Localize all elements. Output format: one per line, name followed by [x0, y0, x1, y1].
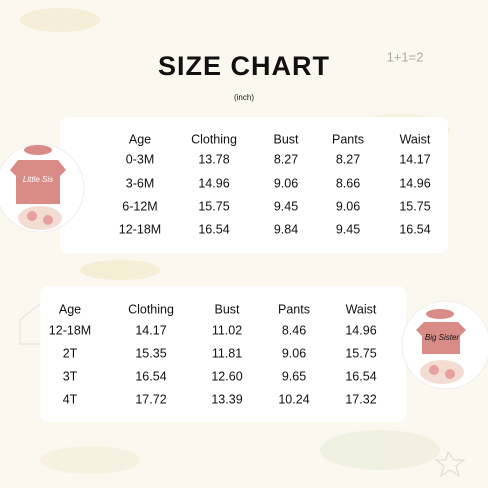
table-cell: 10.24 [278, 392, 309, 406]
table-cell: 9.06 [282, 346, 306, 360]
table-cell: 9.65 [282, 369, 306, 383]
table-cell: 13.78 [198, 152, 229, 166]
table-cell: 0-3M [126, 152, 154, 166]
table-cell: 11.81 [212, 346, 242, 360]
table-cell: 15.75 [198, 199, 229, 213]
table-cell: 6-12M [122, 199, 157, 213]
table-cell: 8.46 [282, 323, 306, 337]
table-cell: 9.45 [274, 199, 298, 213]
column-header: Waist [346, 302, 377, 316]
table-cell: 14.96 [399, 176, 430, 190]
table-cell: 3-6M [126, 176, 154, 190]
column-header: Clothing [128, 302, 174, 316]
table-cell: 14.17 [135, 323, 166, 337]
table-cell: 16.54 [399, 222, 430, 236]
table-cell: 17.32 [345, 392, 376, 406]
table-cell: 15.75 [345, 346, 376, 360]
table-cell: 12.60 [211, 369, 242, 383]
table-cell: 16.54 [135, 369, 166, 383]
table-cell: 16.54 [345, 369, 376, 383]
table-panel [60, 117, 448, 253]
table-cell: 17.72 [135, 392, 166, 406]
table-cell: 11.02 [212, 323, 242, 337]
table-cell: 8.27 [274, 152, 298, 166]
column-header: Bust [214, 302, 240, 316]
table-cell: 14.96 [345, 323, 376, 337]
column-header: Age [59, 302, 81, 316]
column-header: Waist [400, 132, 431, 146]
column-header: Bust [273, 132, 299, 146]
table-cell: 3T [63, 369, 78, 383]
product-image: Big Sister [401, 300, 488, 390]
column-header: Pants [332, 132, 364, 146]
table-cell: 2T [63, 346, 78, 360]
subtitle: (inch) [234, 93, 254, 102]
table-cell: 12-18M [49, 323, 91, 337]
table-cell: 16.54 [198, 222, 229, 236]
product-image: Little Sis [0, 143, 85, 233]
table-cell: 15.75 [399, 199, 430, 213]
table-cell: 9.06 [336, 199, 360, 213]
column-header: Clothing [191, 132, 237, 146]
doodle-text: 1+1=2 [387, 49, 424, 64]
table-cell: 12-18M [119, 222, 161, 236]
column-header: Pants [278, 302, 310, 316]
table-cell: 14.96 [198, 176, 229, 190]
product-print: Little Sis [23, 175, 53, 184]
table-cell: 8.66 [336, 176, 360, 190]
table-cell: 13.39 [211, 392, 242, 406]
table-cell: 14.17 [399, 152, 430, 166]
table-cell: 9.45 [336, 222, 360, 236]
product-print: Big Sister [425, 333, 460, 342]
table-cell: 4T [63, 392, 78, 406]
table-cell: 9.84 [274, 222, 298, 236]
table-cell: 8.27 [336, 152, 360, 166]
table-panel [40, 286, 406, 422]
title: SIZE CHART [158, 51, 330, 81]
table-cell: 15.35 [135, 346, 166, 360]
column-header: Age [129, 132, 151, 146]
table-cell: 9.06 [274, 176, 298, 190]
